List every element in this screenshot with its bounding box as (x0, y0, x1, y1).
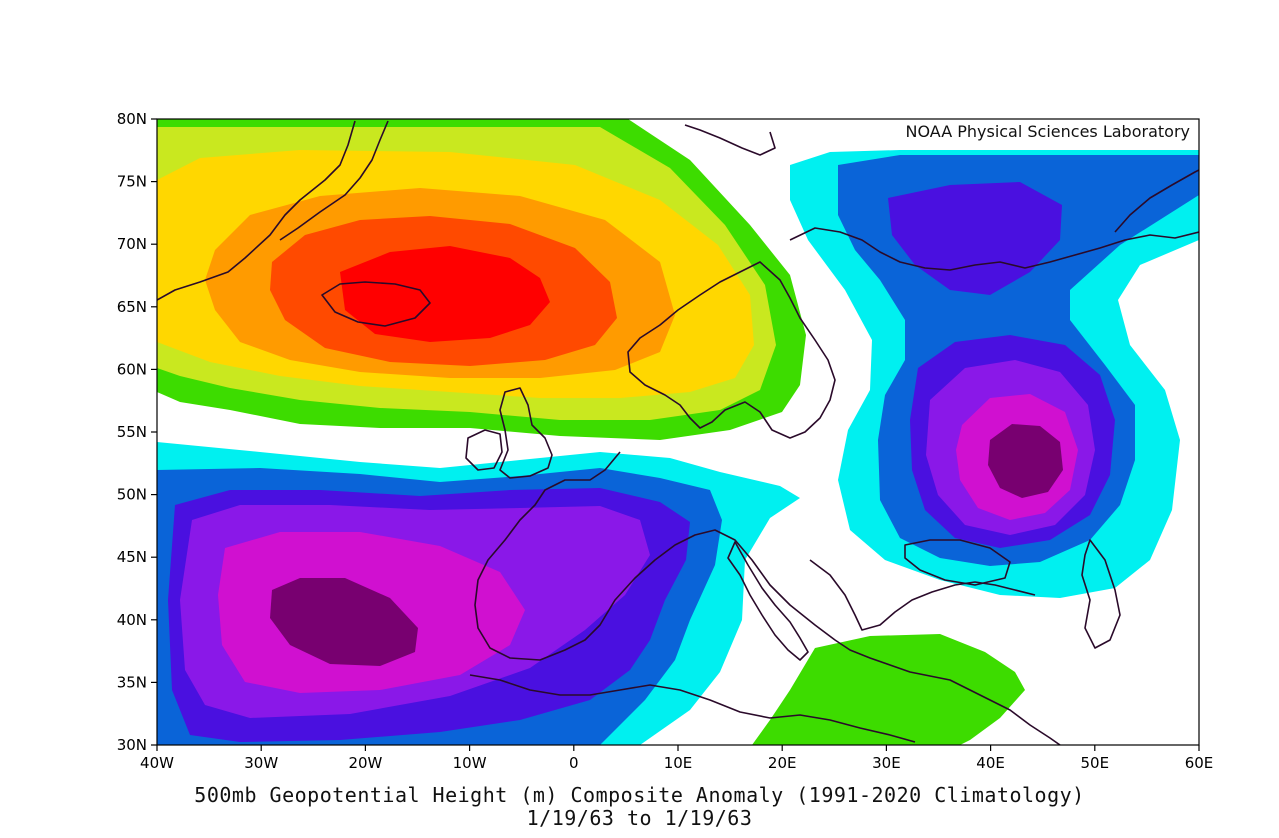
novaya-zemlya-coast (1114, 169, 1199, 233)
lon-tick-label: 40E (976, 754, 1005, 772)
lon-tick-label: 30E (872, 754, 901, 772)
caspian-coast (1081, 539, 1121, 649)
continent-coast (474, 451, 1061, 745)
lat-tick-label: 45N (117, 548, 147, 566)
lon-tick-label: 10E (664, 754, 693, 772)
north-africa-coast (469, 674, 916, 743)
black-sea-coast (904, 539, 1011, 586)
lon-tick-label: 20E (768, 754, 797, 772)
negative-anomaly-russia (790, 150, 1199, 598)
arctic-coast (789, 227, 1199, 271)
lat-tick-label: 60N (117, 360, 147, 378)
lat-tick-label: 65N (117, 298, 147, 316)
lat-tick-label: 80N (117, 110, 147, 128)
contour-band (988, 424, 1063, 498)
lon-tick-label: 0 (569, 754, 579, 772)
lon-tick-label: 50E (1081, 754, 1110, 772)
lon-tick-label: 60E (1185, 754, 1214, 772)
contour-band (340, 246, 550, 342)
positive-anomaly-north-atlantic (157, 119, 806, 440)
contour-band (270, 578, 418, 666)
lon-tick-label: 40W (140, 754, 174, 772)
italy-coast (727, 541, 809, 661)
credit-label: NOAA Physical Sciences Laboratory (792, 120, 1196, 148)
map-title: 500mb Geopotential Height (m) Composite … (194, 783, 1085, 807)
iceland-coast (321, 281, 431, 327)
lat-tick-label: 35N (117, 673, 147, 691)
lat-tick-label: 50N (117, 486, 147, 504)
lat-tick-label: 70N (117, 235, 147, 253)
lat-tick-label: 30N (117, 736, 147, 754)
greenland-coast-east (279, 120, 389, 241)
lat-tick-label: 40N (117, 611, 147, 629)
lat-tick-label: 55N (117, 423, 147, 441)
date-range: 1/19/63 to 1/19/63 (526, 806, 753, 830)
lon-tick-label: 10W (453, 754, 487, 772)
coastlines (157, 120, 1199, 745)
greenland-coast (157, 120, 356, 301)
balkan-coast (809, 559, 1036, 631)
axis-ticks (151, 118, 1200, 751)
positive-anomaly-east-mediterranean (752, 634, 1025, 745)
britain-coast (499, 387, 553, 479)
negative-anomaly-iberia (157, 442, 800, 745)
ireland-coast (465, 429, 503, 471)
lat-tick-label: 75N (117, 173, 147, 191)
lon-tick-label: 30W (244, 754, 278, 772)
europe-coast (627, 261, 836, 439)
lon-tick-label: 20W (348, 754, 382, 772)
svalbard-coast (684, 124, 776, 156)
contour-fill-layer (157, 119, 1199, 745)
